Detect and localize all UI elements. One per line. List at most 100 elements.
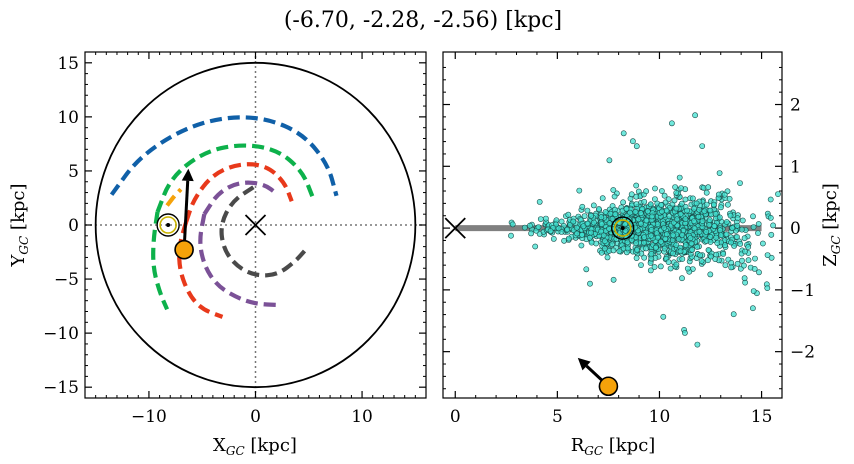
left-ytick-label: −10 — [43, 324, 79, 344]
star-point — [755, 221, 762, 227]
star-point — [579, 203, 586, 210]
star-point — [682, 216, 689, 222]
spiral-arm-lower-3 — [219, 185, 307, 278]
star-point — [701, 208, 708, 215]
star-point — [677, 211, 684, 217]
star-point — [602, 245, 608, 252]
star-point — [768, 254, 775, 261]
star-point — [734, 222, 741, 229]
star-point — [633, 240, 639, 246]
star-point — [703, 201, 710, 208]
star-point — [647, 267, 654, 274]
star-point — [694, 244, 701, 250]
star-point — [598, 214, 605, 221]
star-point — [689, 246, 696, 253]
star-point — [638, 262, 644, 268]
star-point — [678, 200, 685, 207]
star-point — [713, 234, 719, 241]
star-point — [654, 234, 661, 241]
star-point — [667, 265, 674, 272]
star-point — [691, 225, 698, 232]
star-point — [648, 232, 654, 239]
star-point — [728, 264, 735, 271]
star-point — [622, 221, 629, 228]
star-point — [755, 230, 761, 236]
star-point — [725, 201, 731, 208]
spiral-arm-lower-2 — [198, 213, 279, 308]
star-point — [670, 250, 676, 257]
star-point — [579, 231, 585, 238]
star-point — [767, 196, 774, 203]
right-sun-marker-dot — [620, 226, 625, 231]
star-point — [588, 239, 595, 246]
star-point — [665, 259, 672, 265]
star-point — [703, 189, 710, 196]
star-point — [742, 248, 748, 255]
star-point — [673, 261, 680, 268]
star-point — [651, 264, 658, 270]
right-xtick-label: 10 — [649, 407, 671, 427]
star-point — [620, 199, 626, 206]
spiral-arm-upper-2 — [184, 162, 294, 223]
right-object-marker — [598, 376, 619, 397]
star-point — [641, 254, 648, 261]
star-point — [547, 228, 554, 234]
star-point — [634, 247, 640, 253]
right-ytick-label: 0 — [790, 219, 801, 239]
star-point — [660, 313, 667, 320]
star-point — [612, 211, 619, 218]
star-point — [584, 207, 591, 214]
star-point — [509, 221, 516, 228]
star-point — [693, 200, 700, 207]
star-point — [720, 250, 727, 257]
left-ytick-label: 5 — [68, 162, 79, 182]
star-point — [705, 247, 712, 253]
star-point — [696, 228, 703, 235]
star-point — [648, 255, 655, 262]
left-xtick-label: −10 — [131, 407, 167, 427]
star-point — [716, 170, 723, 176]
right-xtick-label: 15 — [751, 407, 773, 427]
star-point — [508, 232, 514, 239]
star-point — [543, 215, 549, 222]
star-point — [584, 220, 591, 227]
star-point — [588, 212, 594, 219]
star-point — [586, 234, 593, 241]
left-xtick-label: 0 — [250, 407, 261, 427]
star-point — [706, 217, 713, 223]
star-point — [745, 257, 752, 264]
left-xtick-label: 10 — [351, 407, 373, 427]
star-point — [705, 257, 711, 264]
star-point — [527, 222, 533, 229]
star-point — [633, 201, 640, 207]
star-point — [722, 262, 729, 269]
star-point — [633, 143, 640, 150]
star-point — [718, 204, 724, 211]
star-point — [750, 305, 756, 312]
star-point — [683, 242, 689, 248]
star-point — [609, 215, 616, 222]
star-point — [768, 231, 775, 238]
star-point — [623, 205, 630, 212]
star-point — [610, 187, 617, 193]
left-sun-marker-ring — [159, 216, 177, 234]
star-point — [672, 184, 678, 190]
star-point — [679, 231, 685, 238]
right-panel: 0 5 10 15 −2 −1 0 1 2 RGC [kpc] ZGC [kpc] — [442, 51, 843, 458]
star-point — [670, 232, 676, 239]
star-point — [641, 234, 648, 241]
star-point — [561, 237, 567, 244]
star-point — [643, 217, 650, 224]
star-point — [695, 213, 702, 220]
star-point — [573, 224, 580, 231]
star-point — [607, 210, 614, 217]
right-ytick-label: −1 — [790, 281, 815, 301]
star-point — [611, 193, 618, 200]
star-point — [728, 239, 734, 246]
star-point — [550, 235, 557, 242]
spiral-arm-lower-0 — [151, 211, 170, 311]
star-point — [750, 288, 757, 294]
star-point — [764, 252, 771, 258]
star-point — [647, 201, 654, 208]
